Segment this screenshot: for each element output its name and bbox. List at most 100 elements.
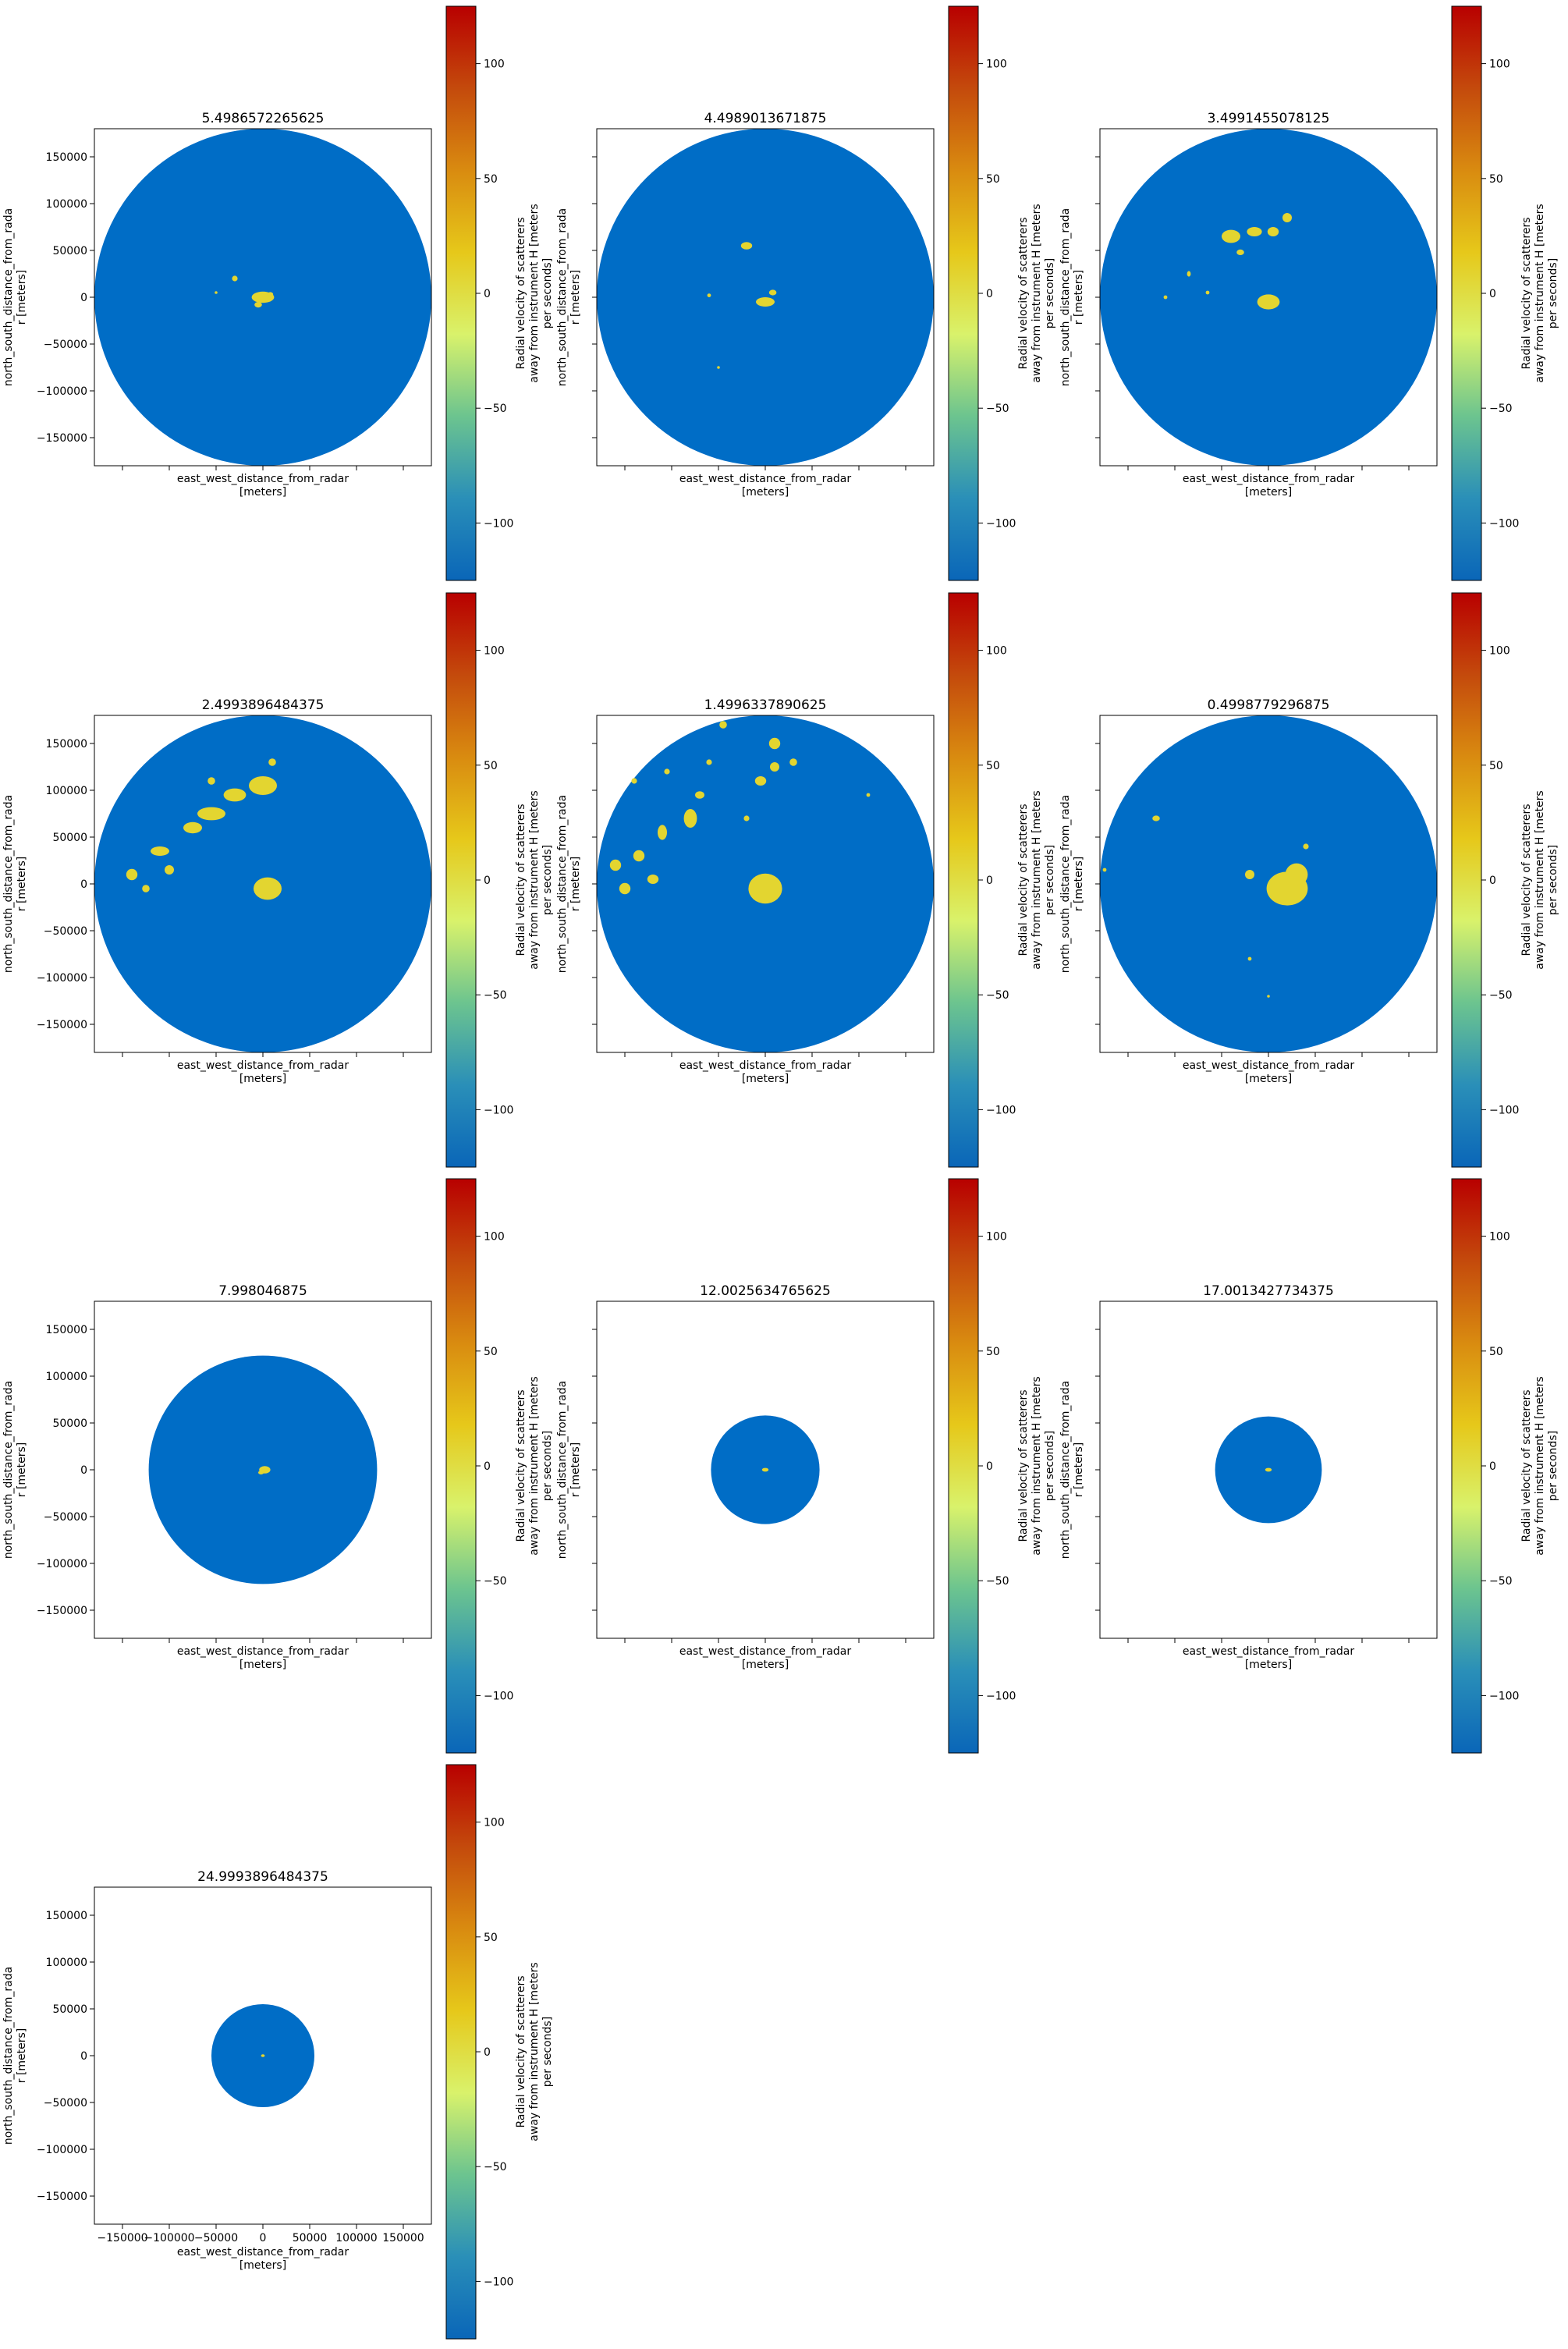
plot-area [1100, 129, 1437, 466]
y-axis-label: r [meters] [569, 1442, 582, 1498]
colorbar-label: per seconds] [1547, 258, 1559, 328]
x-tick-label: 150000 [382, 2232, 424, 2244]
y-tick-label: −150000 [37, 432, 87, 445]
colorbar-label: Radial velocity of scatterers [515, 804, 527, 956]
y-tick-label: 0 [80, 878, 87, 891]
echo-patch [197, 807, 225, 821]
colorbar-tick-label: 100 [484, 645, 505, 658]
echo-patch [754, 776, 767, 786]
x-axis-label: [meters] [239, 1659, 286, 1671]
colorbar-label: per seconds] [541, 845, 554, 915]
colorbar-tick-label: 100 [484, 1231, 505, 1244]
colorbar-tick-label: −100 [484, 1104, 513, 1116]
x-axis-label: east_west_distance_from_radar [177, 1059, 349, 1072]
x-axis-label: [meters] [1245, 1659, 1292, 1671]
echo-patch [664, 768, 670, 775]
echo-patch [1267, 227, 1279, 236]
colorbar-label: away from instrument H [meters [528, 1376, 541, 1555]
radar-panel: 3.4991455078125 east_west_distance_from_r… [1059, 5, 1559, 581]
colorbar-tick-label: −50 [484, 2161, 507, 2173]
echo-patch [1187, 271, 1191, 277]
y-axis-label: r [meters] [1073, 857, 1085, 912]
colorbar-tick-label: 100 [1489, 645, 1510, 658]
colorbar [948, 592, 979, 1168]
y-axis-label: r [meters] [1073, 1442, 1085, 1498]
colorbar-label: Radial velocity of scatterers [1017, 217, 1030, 369]
colorbar-label: away from instrument H [meters [528, 790, 541, 969]
y-tick-label: −50000 [44, 1511, 87, 1524]
colorbar-tick-label: 0 [484, 2046, 491, 2059]
colorbar-tick-label: 50 [986, 173, 1000, 186]
echo-patch [249, 776, 277, 795]
echo-patch [770, 762, 779, 772]
echo-patch [1285, 863, 1308, 886]
colorbar [445, 1764, 477, 2340]
colorbar-tick-label: 100 [484, 1817, 505, 1829]
echo-patch [151, 846, 169, 856]
colorbar-label: per seconds] [541, 258, 554, 328]
colorbar-label: per seconds] [541, 2017, 554, 2087]
x-axis-label: east_west_distance_from_radar [679, 1645, 852, 1658]
x-axis-label: [meters] [742, 486, 789, 499]
echo-patch [707, 293, 711, 297]
echo-patch [743, 815, 750, 821]
colorbar-tick-label: 0 [986, 875, 993, 887]
y-tick-label: 50000 [52, 245, 87, 257]
y-axis-label: north_south_distance_from_rada [556, 208, 569, 386]
colorbar [948, 5, 979, 581]
echo-patch [658, 825, 667, 840]
colorbar-label: Radial velocity of scatterers [1520, 217, 1533, 369]
y-axis-label: north_south_distance_from_rada [2, 208, 15, 386]
echo-patch [268, 758, 276, 766]
y-axis-label: north_south_distance_from_rada [556, 1381, 569, 1559]
colorbar-tick-label: −100 [1489, 1104, 1519, 1116]
echo-patch [1247, 227, 1262, 236]
colorbar-tick-label: 50 [1489, 1346, 1503, 1358]
echo-patch [609, 859, 622, 871]
y-tick-label: −100000 [37, 385, 87, 398]
echo-patch [631, 778, 637, 784]
colorbar [1451, 1178, 1482, 1754]
echo-patch [1247, 956, 1252, 961]
x-axis-label: [meters] [1245, 486, 1292, 499]
y-axis-label: r [meters] [1073, 270, 1085, 325]
y-axis-label: north_south_distance_from_rada [1059, 208, 1072, 386]
colorbar-tick-label: 0 [484, 1460, 491, 1473]
plot-area [94, 129, 431, 466]
y-tick-label: −50000 [44, 2097, 87, 2109]
colorbar-tick-label: −100 [986, 1690, 1016, 1702]
plot-area [94, 715, 431, 1052]
colorbar-tick-label: −100 [484, 1690, 513, 1702]
x-axis-label: [meters] [742, 1659, 789, 1671]
panel-title: 24.9993896484375 [197, 1869, 328, 1885]
y-tick-label: 0 [80, 292, 87, 304]
colorbar-tick-label: −100 [986, 1104, 1016, 1116]
echo-patch [183, 821, 202, 834]
colorbar-label: away from instrument H [meters [1031, 204, 1043, 382]
echo-patch [717, 366, 720, 369]
colorbar-tick-label: 50 [484, 173, 498, 186]
echo-patch [1163, 295, 1168, 300]
colorbar-tick-label: 50 [1489, 760, 1503, 772]
x-axis-label: east_west_distance_from_radar [1183, 473, 1355, 485]
colorbar-label: away from instrument H [meters [528, 204, 541, 382]
echo-patch [254, 302, 262, 308]
panel-title: 5.4986572265625 [202, 111, 325, 126]
y-tick-label: 100000 [46, 1957, 87, 1969]
y-tick-label: −150000 [37, 2191, 87, 2203]
radar-panel: 0.4998779296875 east_west_distance_from_r… [1059, 592, 1559, 1168]
radar-panel: 2.4993896484375 −150000 −100000 −50000 0 5000… [2, 592, 554, 1168]
echo-patch [768, 737, 781, 750]
colorbar-tick-label: −50 [986, 1575, 1009, 1588]
echo-patch [1152, 815, 1160, 821]
colorbar-tick-label: 50 [1489, 173, 1503, 186]
colorbar-tick-label: 0 [1489, 875, 1496, 887]
colorbar-tick-label: 0 [484, 875, 491, 887]
colorbar-tick-label: 100 [1489, 59, 1510, 71]
panel-title: 4.4989013671875 [704, 111, 827, 126]
echo-patch [1222, 229, 1240, 243]
colorbar-tick-label: −100 [1489, 517, 1519, 530]
colorbar-label: Radial velocity of scatterers [1017, 804, 1030, 956]
colorbar-label: per seconds] [1044, 258, 1056, 328]
